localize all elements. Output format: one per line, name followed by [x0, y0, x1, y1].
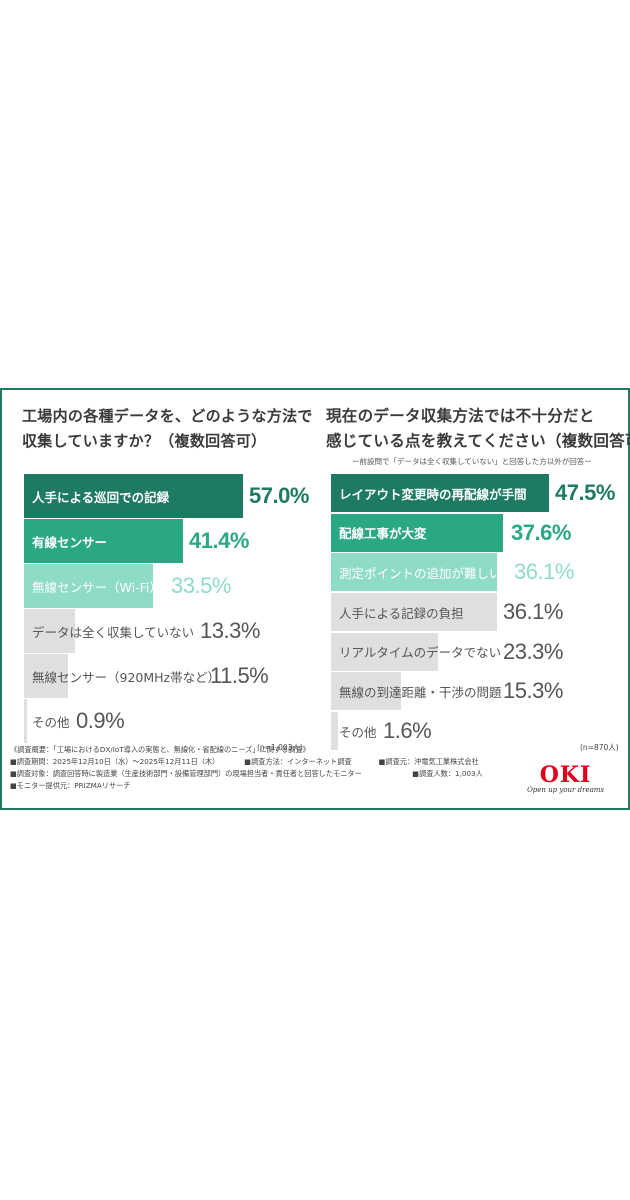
bar-value: 57.0% — [249, 483, 309, 508]
left-title-line1: 工場内の各種データを、どのような方法で — [22, 407, 313, 425]
bar — [331, 632, 438, 671]
survey-period: ■調査期間：2025年12月10日（水）〜2025年12月11日（木） — [10, 757, 220, 766]
bar — [24, 564, 153, 608]
bar-value: 23.3% — [503, 638, 563, 664]
bar-label: 人手による記録の負担 — [339, 605, 464, 621]
right-sample-size: (n=870人) — [580, 743, 619, 752]
bar-label: その他 — [339, 724, 377, 740]
bar-label: 有線センサー — [32, 534, 108, 550]
bar — [24, 699, 27, 743]
survey-footer: 《調査概要：「工場におけるDX/IoT導入の実態と、無線化・省配線のニーズ」に関… — [10, 744, 483, 792]
right-title-line1: 現在のデータ収集方法では不十分だと — [326, 407, 595, 425]
bar-value: 11.5% — [210, 663, 269, 688]
bar — [24, 474, 243, 518]
survey-overview: 《調査概要：「工場におけるDX/IoT導入の実態と、無線化・省配線のニーズ」に関… — [10, 745, 310, 754]
right-subnote: ー前設問で「データは全く収集していない」と回答した方以外が回答ー — [352, 457, 592, 466]
survey-provider: ■モニター提供元：PRIZMAリサーチ — [10, 781, 131, 790]
bar — [24, 609, 75, 653]
bar-label: データは全く収集していない — [32, 624, 195, 640]
bar — [331, 593, 497, 632]
left-sample-size: (n=1,003人) — [257, 743, 303, 752]
bar — [24, 519, 183, 563]
bar — [331, 553, 497, 592]
bar — [331, 672, 401, 711]
left-title-line2: 収集していますか？（複数回答可） — [22, 432, 267, 450]
right-chart-title: 現在のデータ収集方法では不十分だと 感じている点を教えてください（複数回答可） — [326, 404, 630, 454]
survey-method: ■調査方法：インターネット調査 — [244, 757, 352, 766]
bar-label: 無線センサー（920MHz帯など） — [32, 669, 221, 685]
bar — [331, 513, 503, 552]
bar-value: 13.3% — [200, 618, 260, 643]
bar-label: 人手による巡回での記録 — [32, 489, 170, 505]
bar-value: 15.3% — [503, 678, 563, 704]
bar-value: 0.9% — [76, 708, 125, 733]
bar-label: 無線センサー（Wi-Fi） — [32, 579, 162, 595]
oki-logo: OKI Open up your dreams — [527, 764, 604, 794]
bar-value: 33.5% — [171, 573, 231, 598]
survey-count: ■調査人数：1,003人 — [412, 769, 483, 778]
bar-value: 36.1% — [514, 559, 574, 585]
bar — [331, 474, 549, 512]
bar-label: 配線工事が大変 — [339, 526, 427, 542]
bar-value: 47.5% — [555, 480, 615, 505]
bar-label: レイアウト変更時の再配線が手間 — [339, 486, 527, 502]
bar-value: 1.6% — [383, 718, 432, 744]
bar — [24, 654, 68, 698]
bar — [331, 712, 338, 751]
bar-label: その他 — [32, 714, 70, 730]
bar-value: 41.4% — [189, 528, 249, 553]
oki-logo-tagline: Open up your dreams — [527, 786, 604, 794]
oki-logo-mark: OKI — [539, 762, 592, 788]
survey-organizer: ■調査元：沖電気工業株式会社 — [378, 757, 479, 766]
infographic-frame: 工場内の各種データを、どのような方法で 収集していますか？（複数回答可） 人手に… — [0, 388, 630, 810]
bar-value: 37.6% — [511, 519, 571, 545]
right-title-line2: 感じている点を教えてください（複数回答可） — [326, 432, 630, 450]
bar-label: 測定ポイントの追加が難しい — [339, 565, 502, 581]
bar-label: 無線の到達距離・干渉の問題 — [339, 684, 502, 700]
bar-label: リアルタイムのデータでない — [339, 645, 502, 661]
bar-value: 36.1% — [503, 599, 563, 625]
survey-target: ■調査対象：調査回答時に製造業（生産技術部門・設備管理部門）の現場担当者・責任者… — [10, 769, 362, 778]
left-chart-title: 工場内の各種データを、どのような方法で 収集していますか？（複数回答可） — [22, 404, 313, 454]
